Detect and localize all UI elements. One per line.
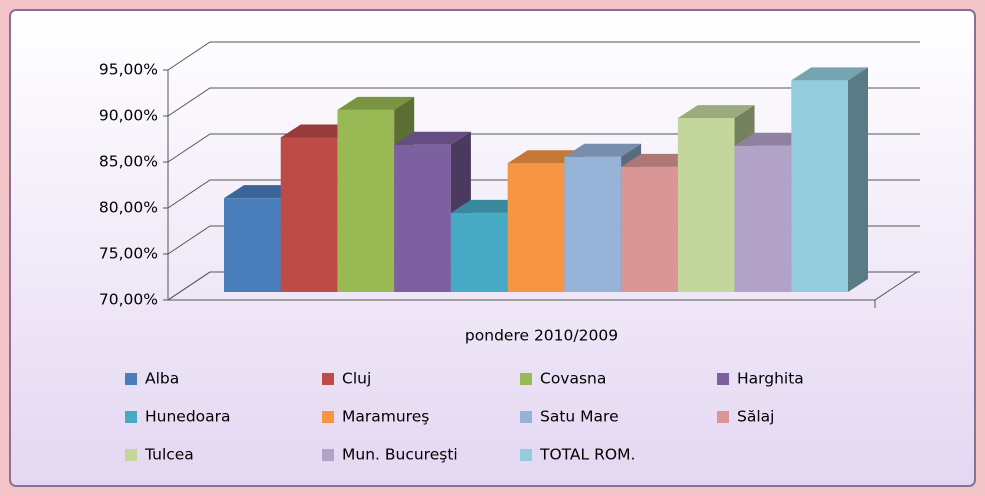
bar <box>450 212 508 292</box>
bar <box>621 166 678 292</box>
bar-top <box>337 96 415 110</box>
axes: 70,00% 75,00% 80,00% 85,00% 90,00% 95,00% pond… <box>99 41 920 345</box>
y-tick-label: 75,00% <box>99 245 158 263</box>
bar <box>224 198 281 292</box>
legend-swatch <box>322 449 334 461</box>
legend-swatch <box>125 373 137 385</box>
legend-swatch <box>520 411 532 423</box>
legend-label: Hunedoara <box>145 408 231 426</box>
legend-label: Satu Mare <box>540 408 619 426</box>
bar-side <box>848 67 868 293</box>
y-tick-label: 80,00% <box>99 199 158 217</box>
legend-label: Covasna <box>540 370 606 388</box>
bars <box>224 67 868 293</box>
grid-line <box>167 41 920 71</box>
y-tick-label: 85,00% <box>99 153 158 171</box>
legend-swatch <box>717 411 729 423</box>
bar-top <box>677 105 755 119</box>
bar-top <box>564 143 642 157</box>
legend: Alba Cluj Covasna Harghita Hunedoara Maramure… <box>125 370 804 464</box>
legend-label: Tulcea <box>144 446 194 464</box>
grid-line <box>167 87 920 117</box>
legend-swatch <box>125 411 137 423</box>
bar-top <box>791 67 868 81</box>
y-tick-label: 90,00% <box>99 107 158 125</box>
bar-top <box>394 131 471 145</box>
bar <box>280 137 338 292</box>
legend-swatch <box>717 373 729 385</box>
legend-label: Mun. Bucureşti <box>342 446 458 464</box>
legend-label: Maramureş <box>342 408 429 426</box>
legend-label: Alba <box>145 370 179 388</box>
bar <box>564 156 622 292</box>
legend-label: Cluj <box>342 370 371 388</box>
x-axis-label: pondere 2010/2009 <box>465 327 618 345</box>
bar <box>791 80 848 293</box>
bar <box>677 118 735 293</box>
y-tick-label: 70,00% <box>99 291 158 309</box>
y-tick-label: 95,00% <box>99 61 158 79</box>
legend-label: Harghita <box>737 370 804 388</box>
legend-swatch <box>125 449 137 461</box>
legend-label: TOTAL ROM. <box>539 446 635 464</box>
bar <box>507 163 565 292</box>
bar <box>337 109 395 292</box>
legend-swatch <box>322 373 334 385</box>
legend-swatch <box>322 411 334 423</box>
legend-label: Sălaj <box>737 408 774 426</box>
bar <box>734 145 792 292</box>
bar <box>394 144 451 292</box>
legend-swatch <box>520 449 532 461</box>
legend-swatch <box>520 373 532 385</box>
